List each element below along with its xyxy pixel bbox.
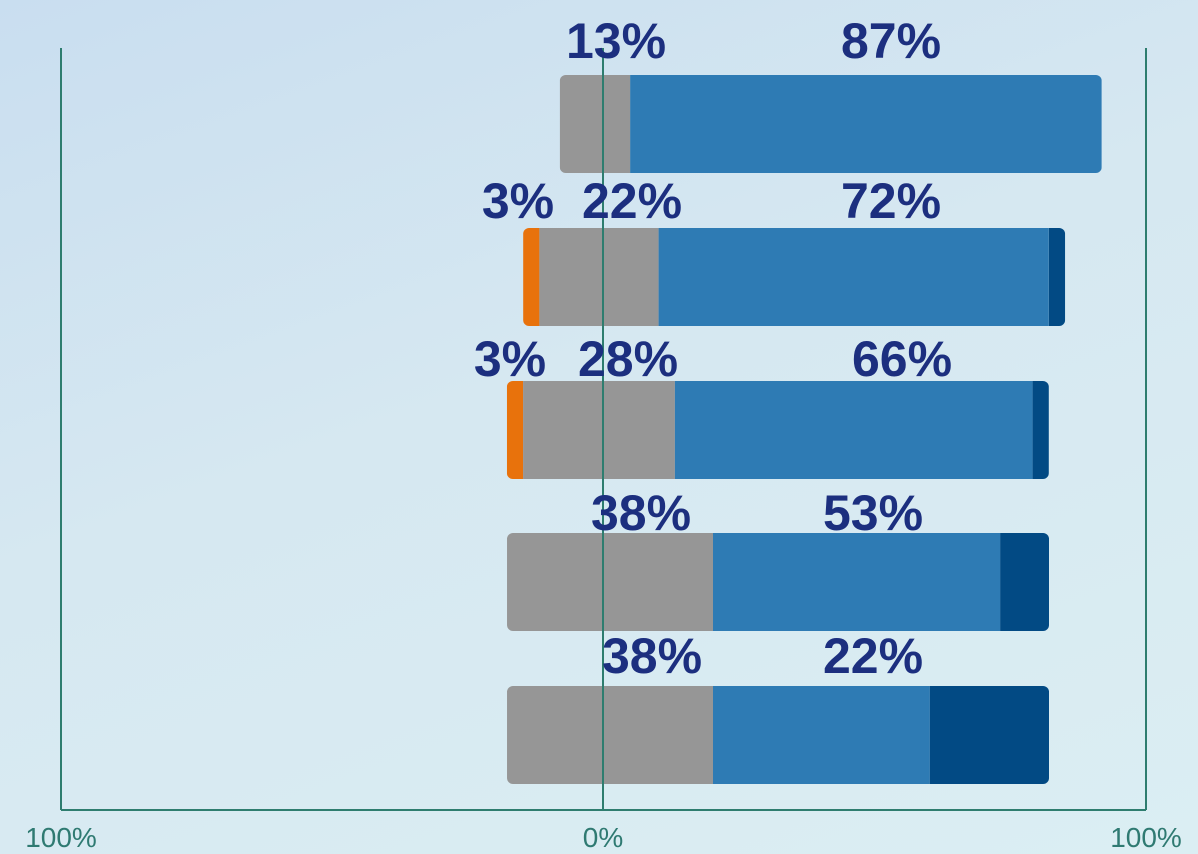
bar-segment-navy-row-3 xyxy=(1032,381,1049,479)
data-label-row-1-2: 87% xyxy=(841,13,941,69)
x-tick-label-left: 100% xyxy=(25,822,97,853)
bar-row-2 xyxy=(523,228,1066,326)
data-label-row-5-2: 22% xyxy=(823,628,923,684)
bar-segment-navy-row-4 xyxy=(1000,533,1049,631)
bar-segment-gray-row-1 xyxy=(559,75,631,173)
bar-segment-blue-row-2 xyxy=(658,228,1049,326)
x-tick-label-zero: 0% xyxy=(583,822,623,853)
x-tick-label-right: 100% xyxy=(1110,822,1182,853)
bar-segment-orange-row-2 xyxy=(523,228,540,326)
data-label-row-3-3: 66% xyxy=(852,331,952,387)
bars-group xyxy=(506,75,1102,784)
bar-segment-orange-row-3 xyxy=(506,381,524,479)
data-label-row-3-1: 3% xyxy=(474,331,546,387)
bar-row-3 xyxy=(506,381,1049,479)
bar-segment-gray-row-5 xyxy=(507,686,713,784)
data-label-row-3-2: 28% xyxy=(578,331,678,387)
data-label-row-4-2: 53% xyxy=(823,485,923,541)
bar-segment-gray-row-3 xyxy=(523,381,675,479)
bar-row-4 xyxy=(507,533,1049,631)
data-label-row-2-2: 22% xyxy=(582,173,682,229)
bar-segment-blue-row-3 xyxy=(674,381,1033,479)
bar-segment-gray-row-4 xyxy=(507,533,713,631)
bar-segment-blue-row-4 xyxy=(713,533,1001,631)
bar-segment-gray-row-2 xyxy=(539,228,659,326)
bar-segment-navy-row-2 xyxy=(1048,228,1066,326)
bar-row-5 xyxy=(507,686,1049,784)
data-label-row-5-1: 38% xyxy=(602,628,702,684)
data-label-row-2-3: 72% xyxy=(841,173,941,229)
data-label-row-2-1: 3% xyxy=(482,173,554,229)
bar-segment-blue-row-1 xyxy=(630,75,1102,173)
bar-segment-navy-row-5 xyxy=(929,686,1049,784)
data-labels-group: 13% 87% 3% 22% 72% 3% 28% 66% 38% 53% 38% 22% xyxy=(474,13,952,684)
data-label-row-4-1: 38% xyxy=(591,485,691,541)
bar-row-1 xyxy=(559,75,1102,173)
bar-segment-blue-row-5 xyxy=(713,686,930,784)
data-label-row-1-1: 13% xyxy=(566,13,666,69)
